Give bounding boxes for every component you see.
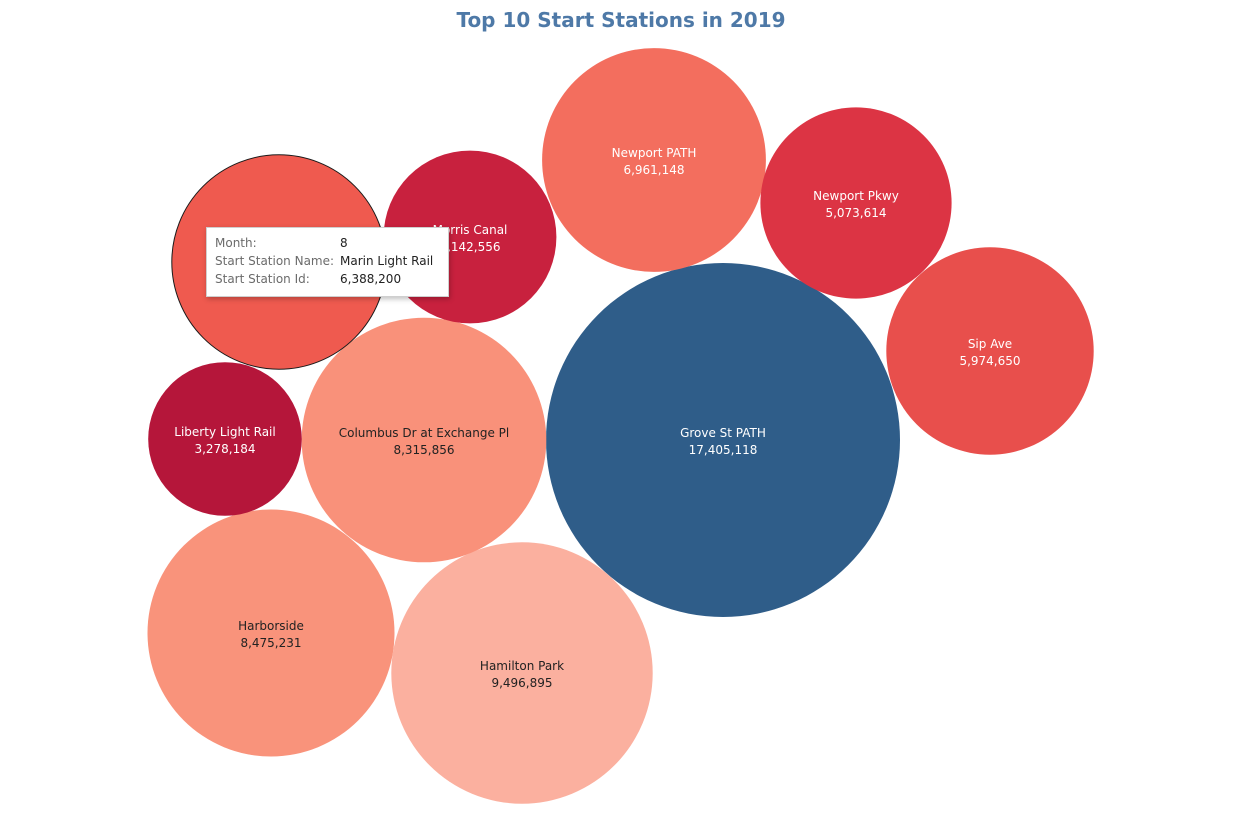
bubble-value-label: 3,278,184 (194, 442, 255, 456)
bubble-grove-st-path[interactable] (546, 263, 900, 617)
bubble-harborside[interactable] (147, 509, 395, 757)
bubble-name-label: Newport PATH (612, 146, 697, 160)
bubble-name-label: Newport Pkwy (813, 189, 899, 203)
bubble-value-label: 4,142,556 (439, 240, 500, 254)
bubble-value-label: 5,974,650 (959, 354, 1020, 368)
bubble-newport-pkwy[interactable] (760, 107, 952, 299)
bubble-columbus-dr-at-exchange-pl[interactable] (301, 317, 547, 563)
bubble-sip-ave[interactable] (886, 247, 1094, 455)
chart-title: Top 10 Start Stations in 2019 (456, 8, 786, 32)
bubble-value-label: 8,475,231 (240, 636, 301, 650)
tooltip-key: Start Station Name: (215, 254, 335, 268)
bubble-name-label: Grove St PATH (680, 426, 766, 440)
bubble-name-label: Sip Ave (968, 337, 1012, 351)
bubble-newport-path[interactable] (542, 48, 766, 272)
bubble-value-label: 9,496,895 (491, 676, 552, 690)
tooltip-value: Marin Light Rail (340, 254, 434, 268)
bubble-name-label: Harborside (238, 619, 304, 633)
bubble-name-label: Columbus Dr at Exchange Pl (339, 426, 510, 440)
tooltip-value: 6,388,200 (340, 272, 402, 286)
bubble-value-label: 6,961,148 (623, 163, 684, 177)
tooltip-key: Month: (215, 236, 257, 250)
bubble-hamilton-park[interactable] (391, 542, 653, 804)
bubble-value-label: 17,405,118 (689, 443, 758, 457)
tooltip-key: Start Station Id: (215, 272, 310, 286)
bubble-name-label: Morris Canal (433, 223, 508, 237)
bubble-name-label: Hamilton Park (480, 659, 564, 673)
tooltip-value: 8 (340, 236, 348, 250)
bubble-value-label: 8,315,856 (393, 443, 454, 457)
bubble-name-label: Liberty Light Rail (174, 425, 275, 439)
bubble-value-label: 5,073,614 (825, 206, 886, 220)
bubble-liberty-light-rail[interactable] (148, 362, 302, 516)
tooltip: Month: 8 Start Station Name: Marin Light… (206, 227, 449, 297)
